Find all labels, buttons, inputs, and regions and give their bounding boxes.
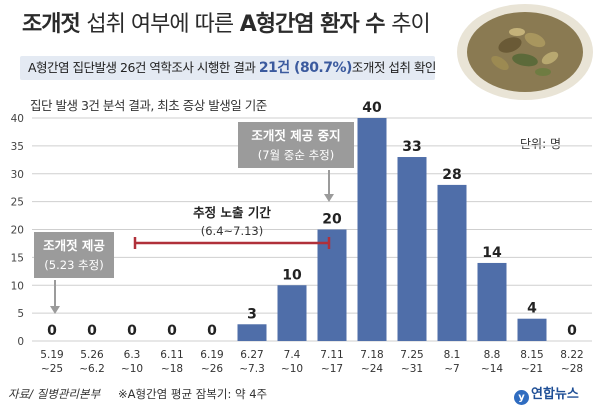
bar-value-label: 40 <box>362 100 382 116</box>
bar-value-label: 0 <box>87 323 97 339</box>
supply-start-title: 조개젓 제공 <box>43 238 105 253</box>
y-tick-label: 0 <box>17 336 24 348</box>
summary-banner: A형간염 집단발생 26건 역학조사 시행한 결과 21건 (80.7%)조개젓… <box>20 56 436 80</box>
y-tick-label: 35 <box>11 141 24 153</box>
bar-value-label: 28 <box>442 167 461 183</box>
x-tick-label: 6.27 <box>240 349 263 361</box>
bar-value-label: 3 <box>247 306 257 322</box>
bar <box>477 262 507 341</box>
bar <box>437 184 467 341</box>
supply-stop-annotation: 조개젓 제공 중지 (7월 중순 추정) <box>238 122 354 202</box>
title-bold: 조개젓 <box>22 12 81 37</box>
x-tick-label-range: ~26 <box>201 363 223 375</box>
supply-stop-arrowhead <box>324 194 334 202</box>
summary-text: A형간염 집단발생 26건 역학조사 시행한 결과 <box>28 60 256 75</box>
unit-label: 단위: 명 <box>520 137 561 151</box>
bar-value-label: 0 <box>567 323 577 339</box>
y-tick-label: 40 <box>11 113 24 125</box>
x-tick-label-range: ~7 <box>444 363 459 375</box>
bar-value-label: 10 <box>282 267 302 283</box>
y-tick-label: 30 <box>11 169 24 181</box>
supply-start-date: (5.23 추정) <box>44 258 103 272</box>
x-tick-label-range: ~31 <box>401 363 423 375</box>
y-tick-label: 15 <box>11 252 24 264</box>
x-tick-label: 8.1 <box>444 349 461 361</box>
x-tick-label-range: ~17 <box>321 363 343 375</box>
publisher-logo: y 연합뉴스 <box>514 383 579 405</box>
supply-start-arrowhead <box>50 306 60 314</box>
summary-highlight: 21건 (80.7%) <box>258 60 353 76</box>
bar-value-label: 20 <box>322 212 342 228</box>
bar <box>237 324 267 341</box>
x-tick-label: 8.8 <box>484 349 501 361</box>
summary-text-end: 조개젓 섭취 확인 <box>351 60 436 75</box>
bar-value-label: 33 <box>402 139 421 155</box>
bar <box>357 118 387 341</box>
incubation-footnote: ※A형간염 평균 잠복기: 약 4주 <box>118 387 268 401</box>
x-tick-label-range: ~21 <box>521 363 543 375</box>
x-tick-label-range: ~7.3 <box>239 363 265 375</box>
supply-start-box <box>34 232 114 278</box>
x-tick-label: 6.11 <box>160 349 183 361</box>
x-tick-label: 6.19 <box>200 349 223 361</box>
bar <box>317 229 347 341</box>
bar-value-label: 0 <box>47 323 57 339</box>
bar <box>277 285 307 341</box>
bar-value-label: 0 <box>167 323 177 339</box>
x-tick-label: 5.26 <box>80 349 104 361</box>
x-tick-label-range: ~24 <box>361 363 383 375</box>
x-axis-ticks: 5.19 ~25 5.26 ~6.2 6.3 ~10 6.11 ~18 6.19 ~26 6.27 ~… <box>40 349 583 375</box>
bar <box>397 157 427 341</box>
analysis-note: 집단 발생 3건 분석 결과, 최초 증상 발생일 기준 <box>30 98 267 113</box>
bar <box>517 318 547 341</box>
bar-value-label: 14 <box>482 245 502 261</box>
x-tick-label: 7.18 <box>360 349 383 361</box>
x-tick-label: 7.25 <box>400 349 423 361</box>
bars <box>237 118 547 341</box>
y-tick-label: 10 <box>11 280 24 292</box>
title-light: 섭취 여부에 따른 <box>86 12 234 37</box>
x-tick-label-range: ~28 <box>561 363 583 375</box>
x-tick-label-range: ~14 <box>481 363 503 375</box>
publisher-logo-text: 연합뉴스 <box>531 387 579 402</box>
salted-clam-photo <box>457 4 593 100</box>
supply-stop-date: (7월 중순 추정) <box>258 148 335 162</box>
supply-stop-title: 조개젓 제공 중지 <box>251 128 340 143</box>
bar-value-label: 0 <box>127 323 137 339</box>
title-light-2: 추이 <box>391 12 430 37</box>
x-tick-label-range: ~6.2 <box>79 363 105 375</box>
y-tick-label: 20 <box>11 225 24 237</box>
exposure-period-annotation: 추정 노출 기간 (6.4~7.13) <box>133 205 331 249</box>
title-bold-2: A형간염 환자 수 <box>239 12 386 37</box>
bar-value-label: 4 <box>527 301 537 317</box>
x-tick-label: 6.3 <box>124 349 141 361</box>
x-tick-label-range: ~10 <box>121 363 143 375</box>
x-tick-label-range: ~18 <box>161 363 183 375</box>
bar-value-label: 0 <box>207 323 217 339</box>
x-tick-label-range: ~10 <box>281 363 303 375</box>
x-tick-label: 8.15 <box>520 349 543 361</box>
chart-title: 조개젓 섭취 여부에 따른 A형간염 환자 수 추이 <box>22 6 431 38</box>
supply-stop-box <box>238 122 354 168</box>
x-tick-label: 8.22 <box>560 349 583 361</box>
y-tick-label: 5 <box>17 308 24 320</box>
x-tick-label: 5.19 <box>40 349 63 361</box>
data-source: 자료/ 질병관리본부 <box>8 387 101 401</box>
y-tick-label: 25 <box>11 197 24 209</box>
exposure-title: 추정 노출 기간 <box>193 205 271 220</box>
y-axis-ticks: 0 5 10 15 20 25 30 35 40 <box>11 113 24 348</box>
publisher-logo-icon: y <box>514 390 529 405</box>
exposure-dates: (6.4~7.13) <box>201 224 264 238</box>
supply-start-annotation: 조개젓 제공 (5.23 추정) <box>34 232 114 314</box>
x-tick-label-range: ~25 <box>41 363 63 375</box>
x-tick-label: 7.11 <box>320 349 343 361</box>
x-tick-label: 7.4 <box>284 349 301 361</box>
